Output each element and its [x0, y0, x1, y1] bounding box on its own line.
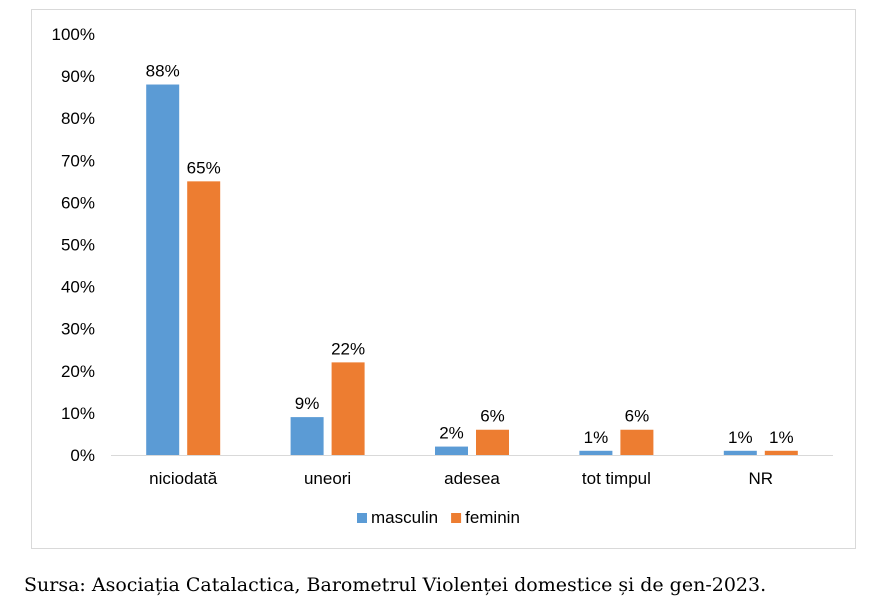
data-label: 65% — [187, 158, 221, 177]
y-tick-label: 30% — [61, 320, 95, 339]
x-tick-label: NR — [749, 469, 774, 488]
bar-masculin-2 — [435, 446, 468, 455]
bar-masculin-1 — [290, 417, 324, 455]
y-axis: 0% 10% 20% 30% 40% 50% 60% 70% 80% 90% 100% — [52, 25, 95, 465]
data-label: 1% — [728, 428, 753, 447]
data-label: 88% — [146, 62, 180, 81]
data-label: 2% — [439, 424, 464, 443]
data-label: 1% — [584, 428, 609, 447]
data-label: 22% — [331, 339, 365, 358]
data-label: 9% — [295, 394, 320, 413]
y-tick-label: 10% — [61, 404, 95, 423]
x-tick-label: niciodată — [149, 469, 218, 488]
bar-feminin-3 — [620, 429, 654, 455]
legend-swatch-masculin — [357, 513, 367, 523]
y-tick-label: 20% — [61, 362, 95, 381]
y-tick-label: 100% — [52, 25, 95, 44]
legend-label: masculin — [371, 508, 438, 527]
x-tick-label: tot timpul — [582, 469, 651, 488]
y-tick-label: 60% — [61, 193, 95, 212]
y-tick-label: 80% — [61, 109, 95, 128]
x-axis: niciodată uneori adesea tot timpul NR — [111, 455, 833, 488]
bars: 88% 65% 9% 22% 2% 6% 1% 6% 1% 1% — [146, 62, 798, 456]
bar-feminin-2 — [476, 429, 509, 455]
data-label: 1% — [769, 428, 794, 447]
x-tick-label: uneori — [304, 469, 351, 488]
chart-container: 0% 10% 20% 30% 40% 50% 60% 70% 80% 90% 100% 88% 65%… — [31, 9, 856, 549]
bar-masculin-0 — [146, 84, 180, 456]
data-label: 6% — [625, 407, 650, 426]
y-tick-label: 90% — [61, 67, 95, 86]
bar-feminin-4 — [764, 450, 798, 455]
legend-swatch-feminin — [451, 513, 462, 523]
y-tick-label: 50% — [61, 236, 95, 255]
data-label: 6% — [480, 407, 505, 426]
legend-label: feminin — [465, 508, 520, 527]
y-tick-label: 70% — [61, 151, 95, 170]
bar-chart: 0% 10% 20% 30% 40% 50% 60% 70% 80% 90% 100% 88% 65%… — [52, 25, 833, 527]
bar-feminin-0 — [187, 181, 221, 455]
y-tick-label: 40% — [61, 278, 95, 297]
bar-masculin-3 — [579, 450, 613, 455]
x-tick-label: adesea — [444, 469, 500, 488]
bar-masculin-4 — [723, 450, 757, 455]
source-note: Sursa: Asociația Catalactica, Barometrul… — [24, 574, 767, 596]
bar-feminin-1 — [331, 362, 365, 455]
y-tick-label: 0% — [70, 446, 95, 465]
legend: masculin feminin — [357, 508, 520, 527]
